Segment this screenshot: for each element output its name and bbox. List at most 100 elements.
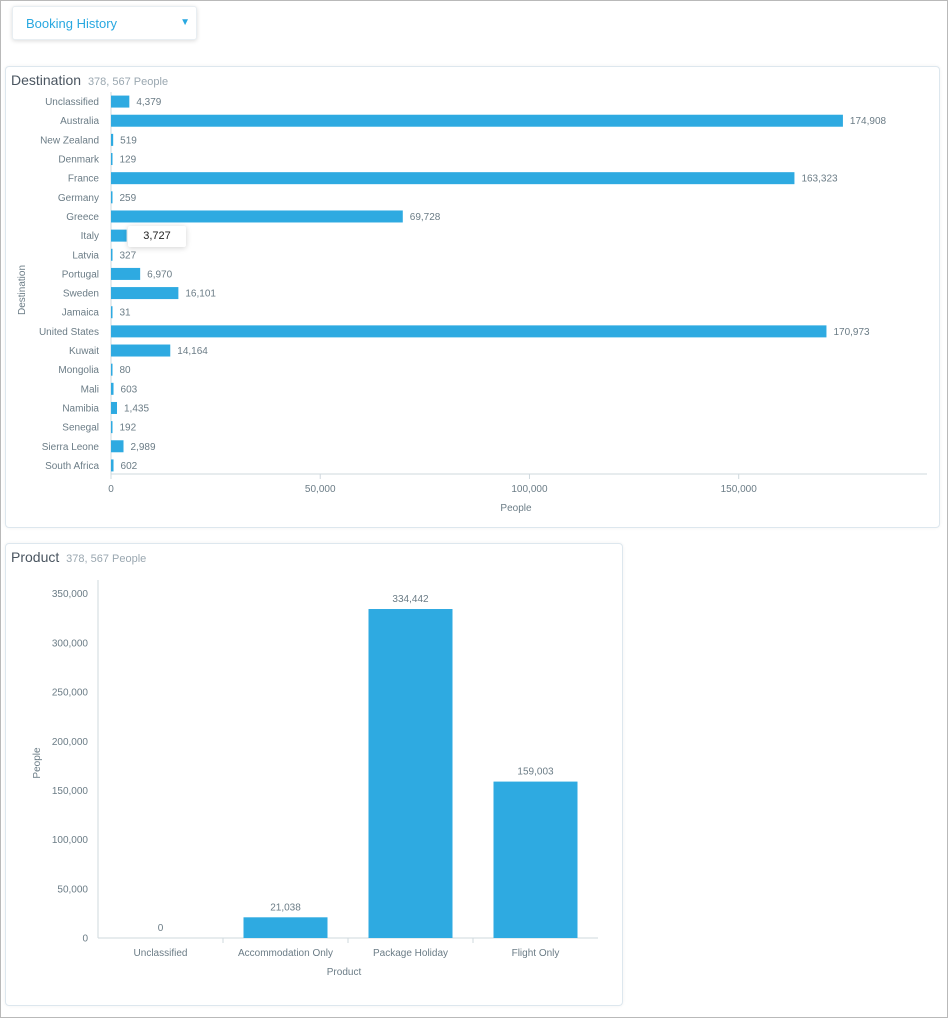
bar-value-tooltip: 3,727 — [128, 226, 186, 247]
report-selector-label: Booking History — [26, 16, 118, 31]
x-tick-label: 0 — [108, 484, 114, 495]
bar-value-label: 163,323 — [801, 174, 838, 185]
bar-value-label: 174,908 — [850, 116, 887, 127]
x-axis-title: People — [500, 503, 532, 514]
category-label: Kuwait — [69, 346, 99, 357]
y-tick-label: 50,000 — [57, 884, 88, 895]
y-axis-title: Destination — [17, 265, 28, 315]
category-label: Unclassified — [45, 97, 99, 108]
category-label: Flight Only — [512, 948, 560, 959]
category-label: Latvia — [72, 250, 99, 261]
category-label: Sierra Leone — [42, 442, 100, 453]
bar — [111, 325, 827, 338]
category-label: Greece — [66, 212, 99, 223]
category-label: New Zealand — [40, 135, 99, 146]
bar-value-label: 4,379 — [136, 97, 161, 108]
product-title: Product — [11, 549, 60, 565]
bar-value-label: 334,442 — [392, 594, 429, 605]
bar-value-label: 129 — [120, 155, 137, 166]
bar-value-label: 14,164 — [177, 346, 208, 357]
bar-value-label: 327 — [120, 250, 137, 261]
y-tick-label: 100,000 — [52, 835, 89, 846]
destination-panel: Destination 378, 567 People — [5, 66, 940, 528]
bar — [111, 267, 141, 280]
bar-value-label: 192 — [120, 423, 137, 434]
x-tick-label: 50,000 — [305, 484, 336, 495]
bar — [111, 306, 113, 319]
bar-value-label: 602 — [121, 461, 138, 472]
destination-subtitle: 378, 567 People — [87, 76, 169, 88]
category-label: Sweden — [63, 289, 99, 300]
x-tick-label: 100,000 — [511, 484, 548, 495]
category-label: South Africa — [45, 461, 99, 472]
bar — [111, 133, 114, 146]
bar — [111, 459, 114, 472]
bar-value-label: 0 — [158, 923, 164, 934]
bar — [111, 382, 114, 395]
bar-value-label: 519 — [120, 135, 137, 146]
y-tick-label: 250,000 — [52, 688, 89, 699]
product-subtitle: 378, 567 People — [66, 553, 147, 565]
product-panel-title: Product 378, 567 People — [11, 549, 146, 565]
bar — [493, 781, 578, 938]
tooltip-value: 3,727 — [143, 230, 171, 242]
bar-value-label: 31 — [120, 308, 132, 319]
bar — [111, 440, 124, 453]
bar — [111, 114, 843, 127]
category-label: Unclassified — [134, 948, 188, 959]
category-label: Mongolia — [58, 365, 99, 376]
category-label: Namibia — [62, 403, 99, 414]
bar-value-label: 6,970 — [147, 269, 172, 280]
bar — [111, 191, 113, 204]
y-tick-label: 300,000 — [52, 638, 89, 649]
category-label: Senegal — [62, 423, 99, 434]
category-label: France — [68, 174, 100, 185]
y-tick-label: 150,000 — [52, 786, 89, 797]
x-tick-label: 150,000 — [721, 484, 758, 495]
category-label: Package Holiday — [373, 948, 448, 959]
category-label: Portugal — [62, 269, 99, 280]
bar — [243, 917, 328, 938]
report-selector-dropdown[interactable]: Booking History ▼ — [12, 6, 197, 40]
bar — [111, 421, 113, 434]
bar-value-label: 80 — [120, 365, 132, 376]
category-label: Mali — [81, 384, 99, 395]
y-tick-label: 0 — [82, 934, 88, 945]
bar — [111, 401, 118, 414]
bar — [111, 210, 403, 223]
bar — [111, 95, 130, 108]
bar-value-label: 69,728 — [410, 212, 441, 223]
bar-value-label: 170,973 — [833, 327, 870, 338]
bar — [368, 609, 453, 938]
category-label: Accommodation Only — [238, 948, 333, 959]
y-tick-label: 350,000 — [52, 589, 89, 600]
category-label: Germany — [58, 193, 99, 204]
bar — [111, 172, 795, 185]
bar — [111, 248, 113, 261]
product-bar-chart: 0 50,000 100,000 150,000 200,000 250,000 300,0… — [32, 580, 598, 978]
bar — [111, 363, 113, 376]
y-tick-label: 200,000 — [52, 737, 89, 748]
destination-bar-chart: Unclassified 4,379 Australia 174,908 New Zea… — [17, 92, 927, 514]
destination-title: Destination — [11, 72, 82, 88]
bar — [111, 344, 171, 357]
category-label: Denmark — [58, 155, 100, 166]
category-label: Australia — [60, 116, 99, 127]
bar-value-label: 603 — [121, 384, 138, 395]
destination-panel-title: Destination 378, 567 People — [11, 72, 168, 88]
bar-value-label: 16,101 — [185, 289, 216, 300]
x-axis-title: Product — [327, 967, 362, 978]
bar-value-label: 159,003 — [517, 767, 554, 778]
bar-value-label: 1,435 — [124, 403, 149, 414]
bar-value-label: 259 — [120, 193, 137, 204]
category-label: Italy — [81, 231, 99, 242]
category-label: United States — [39, 327, 99, 338]
category-label: Jamaica — [62, 308, 100, 319]
bar-value-label: 2,989 — [131, 442, 156, 453]
caret-down-icon: ▼ — [180, 17, 190, 28]
bar — [111, 229, 127, 242]
bar-value-label: 21,038 — [270, 902, 301, 913]
bar — [111, 287, 179, 300]
y-axis-title: People — [32, 747, 43, 779]
bar — [111, 153, 113, 166]
